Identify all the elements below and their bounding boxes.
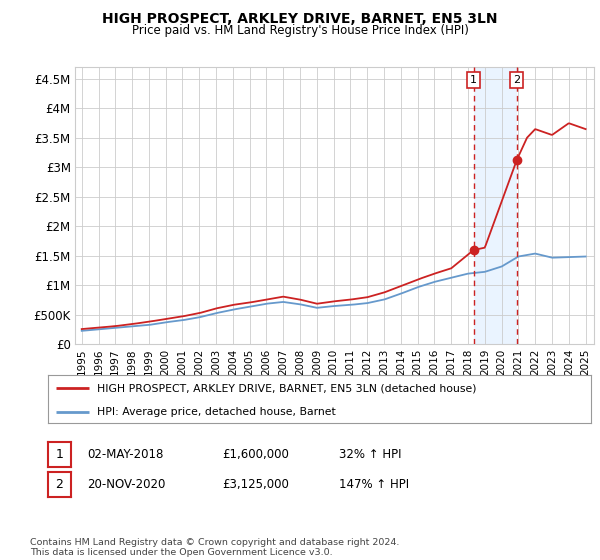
Text: Contains HM Land Registry data © Crown copyright and database right 2024.
This d: Contains HM Land Registry data © Crown c… [30,538,400,557]
Text: 20-NOV-2020: 20-NOV-2020 [87,478,166,491]
Text: 1: 1 [55,448,64,461]
Text: 02-MAY-2018: 02-MAY-2018 [87,448,163,461]
Text: 1: 1 [470,75,477,85]
Text: HIGH PROSPECT, ARKLEY DRIVE, BARNET, EN5 3LN (detached house): HIGH PROSPECT, ARKLEY DRIVE, BARNET, EN5… [97,383,476,393]
Text: 2: 2 [513,75,520,85]
Text: 2: 2 [55,478,64,491]
Text: Price paid vs. HM Land Registry's House Price Index (HPI): Price paid vs. HM Land Registry's House … [131,24,469,37]
Text: £1,600,000: £1,600,000 [222,448,289,461]
Text: HIGH PROSPECT, ARKLEY DRIVE, BARNET, EN5 3LN: HIGH PROSPECT, ARKLEY DRIVE, BARNET, EN5… [102,12,498,26]
Bar [473,67,517,344]
Text: 32% ↑ HPI: 32% ↑ HPI [339,448,401,461]
Text: £3,125,000: £3,125,000 [222,478,289,491]
Text: HPI: Average price, detached house, Barnet: HPI: Average price, detached house, Barn… [97,407,335,417]
Text: 147% ↑ HPI: 147% ↑ HPI [339,478,409,491]
